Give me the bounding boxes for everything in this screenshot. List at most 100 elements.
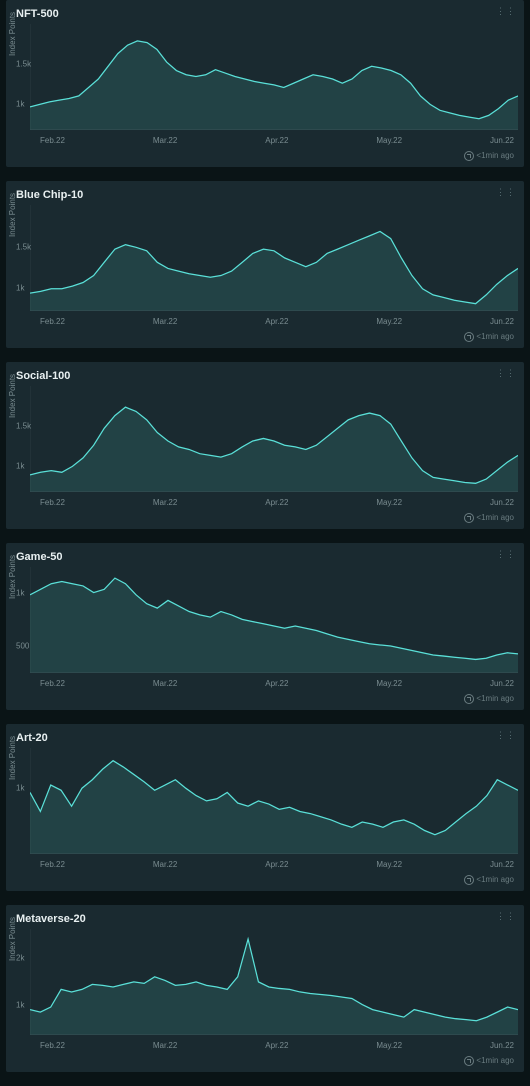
x-axis-ticks: Feb.22 Mar.22 Apr.22 May.22 Jun.22 bbox=[6, 134, 524, 151]
x-tick-label: Apr.22 bbox=[265, 1041, 288, 1050]
chart-title: Game-50 bbox=[6, 543, 524, 565]
refresh-icon bbox=[464, 151, 474, 161]
chart-area: Index Points5001k bbox=[6, 565, 524, 677]
y-tick-label: 500 bbox=[16, 641, 29, 650]
y-tick-label: 1.5k bbox=[16, 60, 31, 69]
x-tick-label: Mar.22 bbox=[153, 317, 177, 326]
refresh-icon bbox=[464, 694, 474, 704]
update-timestamp: <1min ago bbox=[6, 513, 524, 529]
y-tick-label: 1k bbox=[16, 784, 24, 793]
y-axis-label: Index Points bbox=[8, 193, 17, 237]
x-tick-label: Feb.22 bbox=[40, 136, 65, 145]
chart-area: Index Points1k2k bbox=[6, 927, 524, 1039]
x-tick-label: Mar.22 bbox=[153, 679, 177, 688]
chart-area: Index Points1k bbox=[6, 746, 524, 858]
chart-title: NFT-500 bbox=[6, 0, 524, 22]
x-tick-label: Apr.22 bbox=[265, 136, 288, 145]
y-tick-label: 1k bbox=[16, 462, 24, 471]
x-axis-ticks: Feb.22 Mar.22 Apr.22 May.22 Jun.22 bbox=[6, 315, 524, 332]
chart-title: Metaverse-20 bbox=[6, 905, 524, 927]
y-tick-label: 2k bbox=[16, 953, 24, 962]
update-timestamp: <1min ago bbox=[6, 332, 524, 348]
chart-title: Art-20 bbox=[6, 724, 524, 746]
x-tick-label: Mar.22 bbox=[153, 1041, 177, 1050]
y-tick-label: 1.5k bbox=[16, 422, 31, 431]
card-menu-icon[interactable]: ⋮⋮ bbox=[496, 368, 516, 379]
refresh-icon bbox=[464, 513, 474, 523]
card-menu-icon[interactable]: ⋮⋮ bbox=[496, 730, 516, 741]
line-chart-svg bbox=[30, 24, 518, 134]
card-menu-icon[interactable]: ⋮⋮ bbox=[496, 911, 516, 922]
x-tick-label: Feb.22 bbox=[40, 1041, 65, 1050]
x-tick-label: Feb.22 bbox=[40, 498, 65, 507]
chart-card: Game-50⋮⋮Index Points5001kFeb.22Mar.22Ap… bbox=[6, 543, 524, 710]
y-tick-label: 1k bbox=[16, 100, 24, 109]
timestamp-text: <1min ago bbox=[476, 513, 514, 522]
x-tick-label: Jun.22 bbox=[490, 1041, 514, 1050]
x-tick-label: Feb.22 bbox=[40, 860, 65, 869]
timestamp-text: <1min ago bbox=[476, 694, 514, 703]
refresh-icon bbox=[464, 332, 474, 342]
chart-title: Social-100 bbox=[6, 362, 524, 384]
x-tick-label: Jun.22 bbox=[490, 317, 514, 326]
x-tick-label: May.22 bbox=[376, 679, 402, 688]
y-axis-label: Index Points bbox=[8, 12, 17, 56]
chart-area-fill bbox=[30, 231, 518, 310]
x-tick-label: May.22 bbox=[376, 1041, 402, 1050]
x-axis-ticks: Feb.22 Mar.22 Apr.22 May.22 Jun.22 bbox=[6, 496, 524, 513]
chart-card: Metaverse-20⋮⋮Index Points1k2kFeb.22Mar.… bbox=[6, 905, 524, 1072]
x-tick-label: May.22 bbox=[376, 317, 402, 326]
x-tick-label: Apr.22 bbox=[265, 317, 288, 326]
update-timestamp: <1min ago bbox=[6, 151, 524, 167]
x-axis-ticks: Feb.22 Mar.22 Apr.22 May.22 Jun.22 bbox=[6, 858, 524, 875]
x-tick-label: Apr.22 bbox=[265, 498, 288, 507]
x-tick-label: Jun.22 bbox=[490, 679, 514, 688]
x-tick-label: Jun.22 bbox=[490, 498, 514, 507]
y-tick-label: 1k bbox=[16, 284, 24, 293]
x-tick-label: Mar.22 bbox=[153, 498, 177, 507]
x-axis-ticks: Feb.22 Mar.22 Apr.22 May.22 Jun.22 bbox=[6, 1039, 524, 1056]
card-menu-icon[interactable]: ⋮⋮ bbox=[496, 6, 516, 17]
x-tick-label: May.22 bbox=[376, 498, 402, 507]
x-axis-ticks: Feb.22 Mar.22 Apr.22 May.22 Jun.22 bbox=[6, 677, 524, 694]
timestamp-text: <1min ago bbox=[476, 875, 514, 884]
line-chart-svg bbox=[30, 205, 518, 315]
y-axis-label: Index Points bbox=[8, 736, 17, 780]
chart-area-fill bbox=[30, 939, 518, 1035]
card-menu-icon[interactable]: ⋮⋮ bbox=[496, 549, 516, 560]
x-tick-label: Feb.22 bbox=[40, 317, 65, 326]
x-tick-label: Jun.22 bbox=[490, 860, 514, 869]
refresh-icon bbox=[464, 1056, 474, 1066]
line-chart-svg bbox=[30, 748, 518, 858]
line-chart-svg bbox=[30, 386, 518, 496]
chart-title: Blue Chip-10 bbox=[6, 181, 524, 203]
y-axis-label: Index Points bbox=[8, 374, 17, 418]
chart-area: Index Points1k1.5k bbox=[6, 22, 524, 134]
y-tick-label: 1k bbox=[16, 589, 24, 598]
y-tick-label: 1k bbox=[16, 1001, 24, 1010]
chart-card: Art-20⋮⋮Index Points1kFeb.22Mar.22Apr.22… bbox=[6, 724, 524, 891]
timestamp-text: <1min ago bbox=[476, 151, 514, 160]
chart-card: Social-100⋮⋮ Index Points 1k 1.5k Feb.22 Mar.… bbox=[6, 362, 524, 529]
timestamp-text: <1min ago bbox=[476, 1056, 514, 1065]
chart-card: Blue Chip-10⋮⋮ Index Points 1k 1.5k Feb.22 Ma… bbox=[6, 181, 524, 348]
x-tick-label: May.22 bbox=[376, 860, 402, 869]
chart-area: Index Points1k1.5k bbox=[6, 203, 524, 315]
x-tick-label: Jun.22 bbox=[490, 136, 514, 145]
update-timestamp: <1min ago bbox=[6, 694, 524, 710]
update-timestamp: <1min ago bbox=[6, 875, 524, 891]
x-tick-label: Mar.22 bbox=[153, 860, 177, 869]
x-tick-label: Mar.22 bbox=[153, 136, 177, 145]
y-tick-label: 1.5k bbox=[16, 242, 31, 251]
x-tick-label: May.22 bbox=[376, 136, 402, 145]
x-tick-label: Apr.22 bbox=[265, 860, 288, 869]
timestamp-text: <1min ago bbox=[476, 332, 514, 341]
x-tick-label: Apr.22 bbox=[265, 679, 288, 688]
refresh-icon bbox=[464, 875, 474, 885]
line-chart-svg bbox=[30, 567, 518, 677]
x-tick-label: Feb.22 bbox=[40, 679, 65, 688]
chart-area: Index Points1k1.5k bbox=[6, 384, 524, 496]
line-chart-svg bbox=[30, 929, 518, 1039]
card-menu-icon[interactable]: ⋮⋮ bbox=[496, 187, 516, 198]
update-timestamp: <1min ago bbox=[6, 1056, 524, 1072]
